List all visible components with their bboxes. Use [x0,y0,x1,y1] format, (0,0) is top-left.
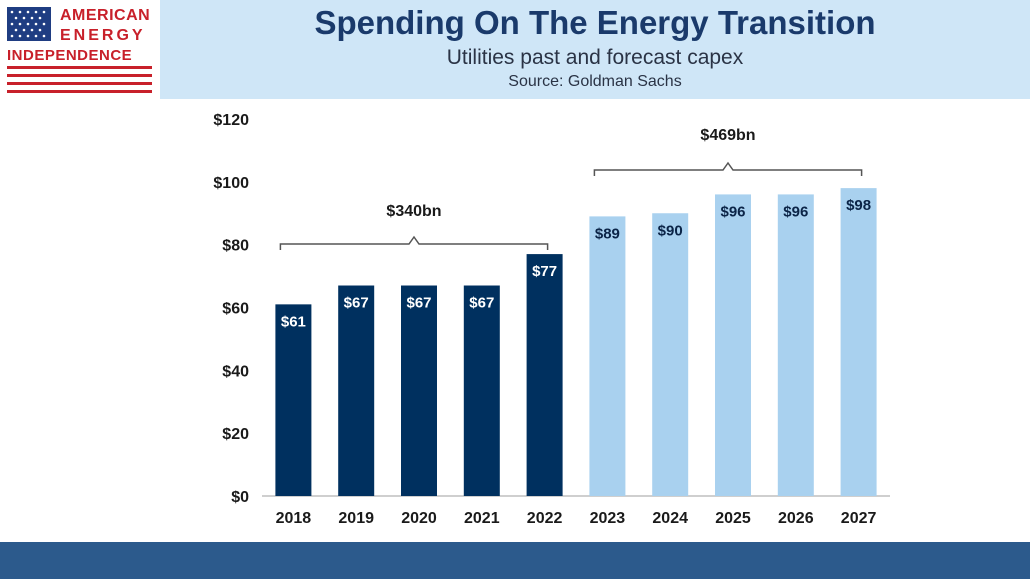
logo-word-independence: INDEPENDENCE [7,47,133,64]
bar-value-label: $98 [846,197,871,214]
y-tick-label: $80 [222,238,249,255]
y-tick-label: $100 [213,175,249,192]
bracket-annotation [279,235,549,250]
y-tick-label: $40 [222,363,249,380]
page-subtitle: Utilities past and forecast capex [446,46,744,69]
bar-value-label: $61 [281,313,306,330]
capex-bar-chart: $0 $20 $40 $60 $80 $100 $120 $61 2018 $67 2019 $67 2… [213,112,890,527]
bracket-annotation-label: $340bn [386,203,441,220]
source-note: Source: Goldman Sachs [508,73,682,90]
logo-word-american: AMERICAN [60,7,151,24]
bar-value-label: $89 [595,225,620,242]
x-tick-label: 2027 [841,510,877,527]
bar-2027 [840,188,877,496]
logo-stripes [7,66,152,94]
y-tick-label: $60 [222,301,249,318]
bar-2019 [338,285,375,496]
footer-bar [0,542,1030,579]
bar-2024 [652,213,689,496]
bracket-annotation-label: $469bn [700,127,755,144]
logo-word-energy: ENERGY [60,27,146,44]
bar-value-label: $67 [469,295,494,312]
bar-value-label: $77 [532,263,557,280]
bar-2022 [526,254,563,496]
x-tick-label: 2024 [652,510,688,527]
header-banner: Spending On The Energy Transition Utilit… [160,0,1030,99]
american-energy-independence-logo: AMERICAN ENERGY INDEPENDENCE [0,0,160,99]
page-title: Spending On The Energy Transition [314,4,876,41]
us-flag-icon [7,7,51,41]
bracket-annotation [593,161,863,176]
bar-value-label: $67 [406,295,431,312]
x-tick-label: 2025 [715,510,751,527]
bar-2018 [275,304,312,496]
bar-2025 [715,194,751,496]
x-tick-label: 2018 [276,510,312,527]
x-tick-label: 2019 [338,510,374,527]
bar-value-label: $90 [658,222,683,239]
x-tick-label: 2021 [464,510,500,527]
y-tick-label: $20 [222,426,249,443]
x-tick-label: 2020 [401,510,437,527]
bar-2021 [463,285,500,496]
bar-2026 [777,194,814,496]
x-tick-label: 2022 [527,510,563,527]
y-tick-label: $0 [231,489,249,506]
bar-value-label: $67 [344,295,369,312]
bar-2020 [401,285,437,496]
x-tick-label: 2026 [778,510,814,527]
bar-value-label: $96 [720,203,745,220]
bar-value-label: $96 [783,203,808,220]
y-tick-label: $120 [213,112,249,129]
bar-2023 [589,216,626,496]
x-tick-label: 2023 [590,510,626,527]
